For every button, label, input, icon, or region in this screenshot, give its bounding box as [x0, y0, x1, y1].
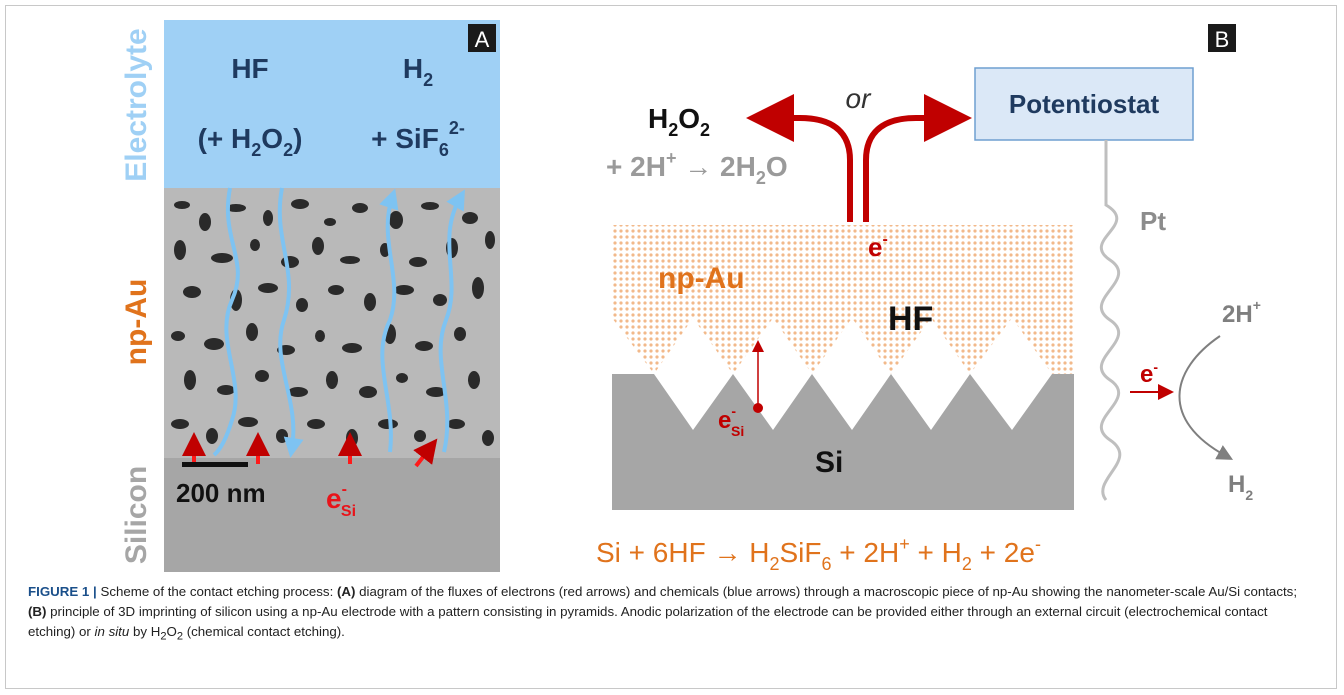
h2o2-label: H2O2: [648, 103, 710, 140]
panel-b: B or Potentiostat H2O2 + 2H+ → 2H2O e- n…: [596, 24, 1261, 574]
figure-frame: [5, 5, 1337, 689]
silicon-substrate: [612, 374, 1074, 510]
np-au-label: np-Au: [658, 262, 745, 295]
caption-a-tag: (A): [336, 584, 356, 599]
label-silicon: Silicon: [120, 466, 153, 564]
potentiostat-label: Potentiostat: [1009, 89, 1160, 119]
caption-b-tag: (B): [28, 604, 47, 619]
electron-si-label: e-Si: [326, 481, 356, 520]
h2o2-paren-label: (+ H2O2): [198, 123, 303, 160]
caption-in-situ: in situ: [94, 624, 130, 639]
or-label: or: [846, 83, 873, 114]
electron-top-label: e-: [868, 231, 888, 262]
pt-label: Pt: [1140, 206, 1166, 236]
np-au-electrode: [612, 225, 1074, 374]
potentiostat-box: [974, 67, 1194, 141]
electron-dot: [753, 403, 763, 413]
pt-wire: [1100, 140, 1122, 501]
hf-label: HF: [231, 53, 268, 84]
caption-figure-label: FIGURE 1 |: [28, 584, 97, 599]
caption-text-2: diagram of the fluxes of electrons (red …: [355, 584, 1298, 599]
reduction-reaction: + 2H+ → 2H2O: [606, 148, 788, 188]
electron-pt-label: e-: [1140, 359, 1158, 388]
caption-text-5: O: [166, 624, 177, 639]
h2-label: H2: [403, 53, 433, 90]
h2-label-b: H2: [1228, 471, 1253, 503]
hf-label-b: HF: [888, 300, 933, 338]
silicon-region: [164, 458, 500, 572]
electron-arrows: [182, 432, 438, 468]
label-np-au: np-Au: [120, 279, 153, 366]
two-h-plus-label: 2H+: [1222, 297, 1261, 328]
figure-caption: FIGURE 1 | Scheme of the contact etching…: [28, 582, 1318, 647]
label-electrolyte: Electrolyte: [120, 28, 153, 181]
electron-si-label-b: e-Si: [718, 403, 744, 439]
electron-wire: [746, 94, 972, 222]
caption-text-3: principle of 3D imprinting of silicon us…: [28, 604, 1268, 639]
caption-sub-1: 2: [160, 630, 167, 643]
panel-a: Electrolyte np-Au Silicon: [110, 20, 500, 572]
chemical-flux-arrows: [212, 187, 465, 458]
caption-text-6: (chemical contact etching).: [183, 624, 345, 639]
figure-diagram: Electrolyte np-Au Silicon: [110, 20, 1261, 574]
scale-bar-label: 200 nm: [176, 478, 266, 508]
badge-b: B: [1215, 27, 1230, 52]
si-label-b: Si: [815, 446, 843, 479]
reduction-curve-arrow: [1178, 335, 1234, 460]
caption-text-4: by H: [129, 624, 161, 639]
badge-a: A: [475, 27, 490, 52]
caption-text-1: Scheme of the contact etching process:: [96, 584, 337, 599]
caption-sub-2: 2: [176, 630, 184, 643]
sif6-label: + SiF62-: [371, 118, 465, 160]
overall-equation: Si + 6HF → H2SiF6 + 2H+ + H2 + 2e-: [596, 534, 1041, 574]
electrolyte-region: [164, 20, 500, 188]
